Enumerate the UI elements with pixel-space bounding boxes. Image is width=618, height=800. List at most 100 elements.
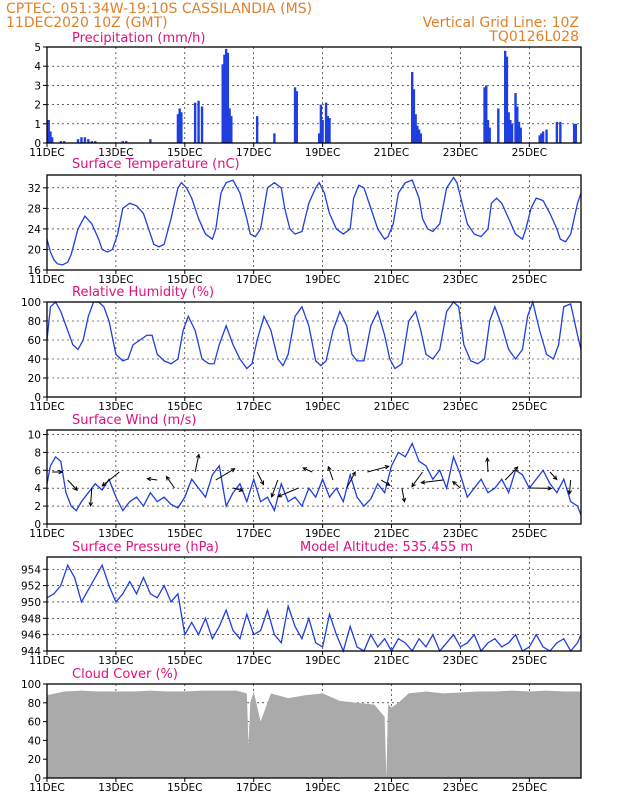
precip-bar [80,137,83,143]
wind-title: Surface Wind (m/s) [72,413,196,428]
precip-xtick-label: 15DEC [167,147,202,159]
model-altitude: Model Altitude: 535.455 m [300,540,473,555]
wind-arrow-head [513,466,519,472]
pressure-frame [46,556,582,652]
precip-ytick-label: 3 [34,80,41,92]
wind-direction-arrow [401,487,406,502]
precip-bar [121,141,124,143]
precip-bar [541,131,545,143]
wind-direction-arrow [504,466,519,481]
wind-arrow-head [302,467,308,472]
cloud-area [47,690,581,778]
temp-ytick-label: 20 [28,244,41,256]
precip-bar [410,71,414,143]
wind-direction-arrow [452,481,461,489]
humidity-xtick-label: 19DEC [305,401,340,413]
precip-bar [574,123,578,143]
temp-xtick-label: 15DEC [167,274,202,286]
precip-bar [293,87,297,143]
humidity-ytick-label: 80 [28,316,41,328]
humidity-ytick-label: 60 [28,335,41,347]
precip-bar [414,114,417,143]
pressure-xtick-label: 19DEC [305,655,340,667]
temp-xtick-label: 17DEC [236,274,271,286]
wind-ytick-label: 8 [34,447,41,459]
precip-bar [555,121,559,143]
cloud-xtick-label: 13DEC [98,782,133,794]
temp-ytick-label: 28 [28,203,41,215]
precip-bar [328,118,331,143]
precip-bar [59,141,62,143]
wind-direction-arrow [327,466,334,481]
humidity-series-line [46,299,582,370]
cloud-xtick-label: 17DEC [236,782,271,794]
wind-direction-arrow [421,479,444,484]
pressure-ytick-label: 944 [21,646,41,658]
precip-bar [497,108,500,143]
wind-frame [46,429,582,525]
header-grid-note: Vertical Grid Line: 10Z [423,15,579,31]
wind-arrow-head [567,490,572,496]
precip-bar [317,133,321,143]
cloud-ytick-label: 40 [28,735,41,747]
precip-bar [226,52,230,144]
wind-arrow-head [547,486,553,491]
precip-bar [63,141,66,143]
wind-xtick-label: 17DEC [236,528,271,540]
wind-arrow-head [385,481,391,486]
wind-arrow-head [165,475,171,481]
precip-bar [200,106,204,143]
wind-arrow-head [401,497,407,503]
precip-ytick-label: 2 [34,100,41,112]
precip-bar [514,93,517,143]
wind-arrow-head [384,464,390,470]
precip-bar [47,119,50,143]
precip-bar [295,91,298,143]
precip-bar [223,54,226,143]
precip-bar [559,121,562,143]
wind-xtick-label: 19DEC [305,528,340,540]
wind-direction-arrow [486,457,489,473]
cloud-ytick-label: 20 [28,754,41,766]
wind-xtick-label: 21DEC [374,528,409,540]
precip-bar [505,56,509,143]
temp-xtick-label: 25DEC [512,274,547,286]
wind-xtick-label: 25DEC [512,528,547,540]
wind-ytick-label: 10 [28,429,41,441]
cloud-xtick-label: 19DEC [305,782,340,794]
precip-bar [230,116,233,143]
wind-arrow-head [277,493,283,498]
header-model-id: TQ0126L028 [488,29,579,45]
cloud-xtick-label: 11DEC [29,782,64,794]
wind-direction-arrow [256,471,264,485]
temp-xtick-label: 11DEC [29,274,64,286]
wind-ytick-label: 4 [34,483,41,495]
pressure-series-line [46,563,582,653]
precip-xtick-label: 11DEC [29,147,64,159]
wind-series-line [46,441,582,516]
precip-bar [49,131,52,143]
precip-bar [178,108,181,143]
precip-bar [517,121,521,143]
pressure-ytick-label: 952 [21,581,41,593]
temp-frame [46,174,582,271]
wind-arrow-head [146,476,152,482]
wind-arrow-head [451,480,457,486]
temp-xtick-label: 13DEC [98,274,133,286]
humidity-ytick-label: 20 [28,373,41,385]
precip-bar [516,106,519,143]
wind-arrow-head [101,481,107,487]
pressure-ytick-label: 954 [21,564,41,576]
pressure-ytick-label: 950 [21,597,41,609]
wind-direction-arrow [380,479,390,486]
wind-ytick-label: 6 [34,465,41,477]
precip-bar [488,127,491,143]
humidity-xtick-label: 11DEC [29,401,64,413]
cloud-xtick-label: 21DEC [374,782,409,794]
precip-bar [509,119,512,143]
temp-xtick-label: 21DEC [374,274,409,286]
wind-arrow-head [485,456,490,462]
cloud-frame [46,683,582,779]
precip-bar [485,85,488,143]
wind-direction-arrow [194,454,200,473]
